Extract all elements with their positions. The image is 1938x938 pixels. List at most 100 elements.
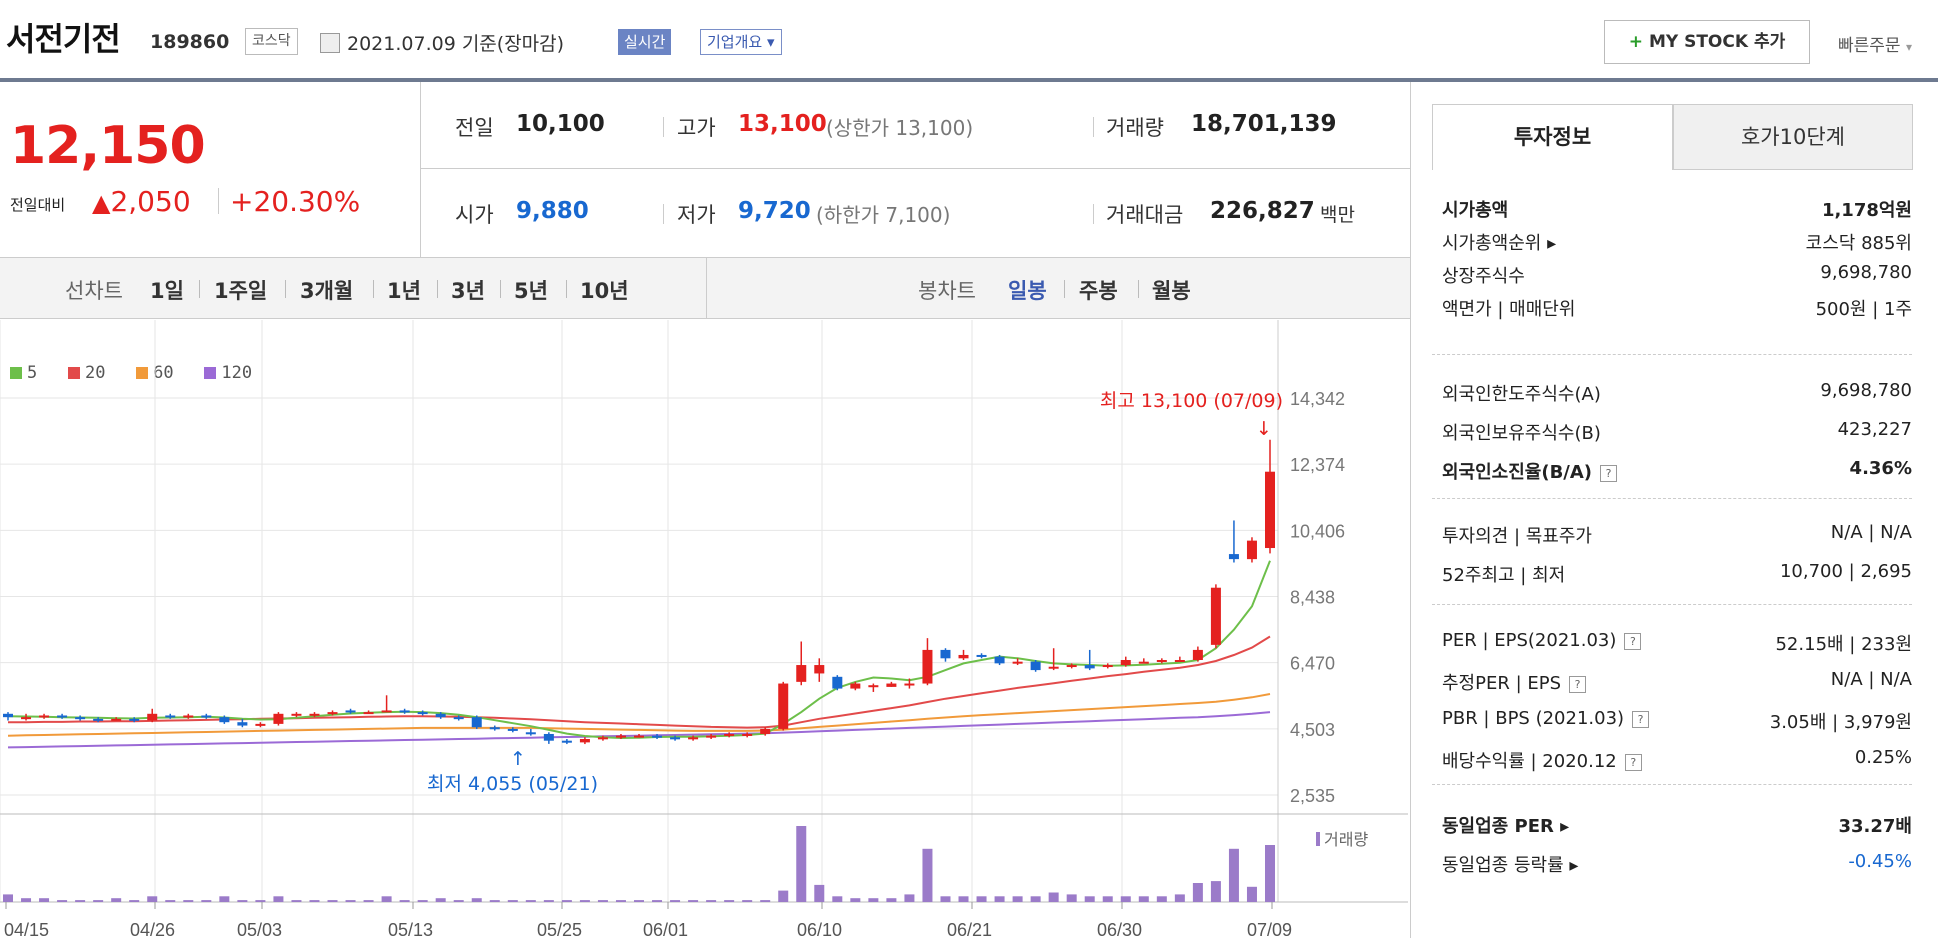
- volume-legend-label: 거래량: [1324, 830, 1368, 849]
- tab-investment-info[interactable]: 투자정보: [1432, 104, 1673, 170]
- candle-body: [994, 656, 1005, 664]
- candle-body: [670, 737, 681, 740]
- volume-bar: [309, 900, 320, 902]
- candle-body: [688, 737, 699, 740]
- realtime-button[interactable]: 실시간: [618, 29, 672, 55]
- candle-body: [1102, 665, 1113, 668]
- volume-bar: [706, 900, 717, 902]
- info-row: 외국인한도주식수(A) 9,698,780: [1442, 380, 1912, 406]
- quick-order-dropdown[interactable]: 빠른주문 ▾: [1838, 31, 1912, 56]
- candle-body: [183, 715, 194, 718]
- tab-1y[interactable]: 1년: [387, 279, 421, 303]
- current-price: 12,150: [10, 116, 206, 176]
- volume-bar: [75, 900, 86, 902]
- tab-3y[interactable]: 3년: [451, 279, 485, 303]
- volume-bar: [1012, 896, 1023, 902]
- volume-bar: [327, 900, 338, 902]
- candle-body: [778, 683, 789, 729]
- candle-body: [742, 733, 753, 736]
- info-label: PBR | BPS (2021.03): [1442, 708, 1625, 729]
- help-icon[interactable]: ?: [1569, 676, 1587, 693]
- info-value: -0.45%: [1848, 851, 1912, 872]
- help-icon[interactable]: ?: [1624, 754, 1642, 771]
- volume-bar: [1156, 896, 1167, 902]
- tab-weekly[interactable]: 주봉: [1079, 279, 1118, 303]
- tab-10y[interactable]: 10년: [580, 279, 629, 303]
- volume-bar: [165, 900, 176, 902]
- candle-body: [291, 713, 302, 716]
- volume-bar: [832, 896, 843, 902]
- y-tick-label: 10,406: [1290, 521, 1345, 541]
- candle-body: [273, 713, 284, 724]
- volume-bar: [1228, 848, 1239, 902]
- divider: [373, 280, 374, 298]
- tab-orderbook[interactable]: 호가10단계: [1673, 104, 1913, 170]
- help-icon[interactable]: ?: [1624, 633, 1642, 650]
- info-value: 4.36%: [1849, 458, 1912, 479]
- tab-daily[interactable]: 일봉: [1008, 279, 1047, 303]
- prev-close-label: 전일: [455, 116, 494, 140]
- candle-body: [561, 740, 572, 743]
- volume-bar: [1174, 894, 1185, 902]
- add-my-stock-label: MY STOCK 추가: [1648, 32, 1786, 52]
- divider: [218, 188, 219, 214]
- volume-bar: [3, 894, 13, 902]
- legend-swatch: [204, 367, 217, 379]
- candle-body: [706, 735, 717, 738]
- info-row: 투자의견 | 목표주가 N/A | N/A: [1442, 522, 1912, 548]
- divider: [1064, 280, 1065, 298]
- volume-bar: [1030, 896, 1041, 902]
- help-icon[interactable]: ?: [1632, 711, 1650, 728]
- info-row: 배당수익률 | 2020.12? 0.25%: [1442, 747, 1912, 773]
- info-label: 시가총액: [1442, 200, 1509, 221]
- change-percent: +20.30%: [230, 185, 361, 218]
- prev-close-value: 10,100: [516, 111, 605, 137]
- tab-1d[interactable]: 1일: [150, 279, 184, 303]
- candle-body: [1246, 540, 1257, 560]
- candle-body: [507, 728, 518, 731]
- volume-bar: [994, 896, 1005, 902]
- divider: [1093, 204, 1094, 224]
- tab-3m[interactable]: 3개월: [300, 279, 354, 303]
- info-label: 상장주식수: [1442, 266, 1525, 287]
- candle-body: [1192, 649, 1203, 660]
- volume-bar: [1246, 886, 1257, 902]
- candle-body: [1048, 666, 1059, 669]
- candle-body: [976, 654, 987, 657]
- help-icon[interactable]: ?: [1600, 465, 1618, 482]
- tab-5y[interactable]: 5년: [514, 279, 548, 303]
- info-row: 동일업종 등락률 ▸ -0.45%: [1442, 851, 1912, 877]
- change-amount: 2,050: [110, 185, 191, 218]
- candle-body: [3, 713, 13, 718]
- candle-body: [579, 739, 590, 743]
- volume-bar: [1265, 845, 1275, 902]
- tab-1w[interactable]: 1주일: [214, 279, 268, 303]
- candle-body: [760, 728, 771, 734]
- x-tick-label: 06/01: [643, 920, 688, 938]
- info-value: 3.05배 | 3,979원: [1769, 712, 1912, 733]
- add-my-stock-button[interactable]: + MY STOCK 추가: [1604, 20, 1810, 64]
- volume-bar: [561, 900, 572, 902]
- x-tick-label: 06/10: [797, 920, 842, 938]
- info-value: N/A | N/A: [1830, 669, 1912, 690]
- x-tick-label: 07/09: [1247, 920, 1292, 938]
- y-tick-label: 12,374: [1290, 455, 1345, 475]
- divider: [663, 204, 664, 224]
- volume-bar: [507, 900, 518, 902]
- x-tick-label: 05/03: [237, 920, 282, 938]
- volume-bar: [363, 900, 374, 902]
- tab-monthly[interactable]: 월봉: [1152, 279, 1191, 303]
- high-annotation: 최고 13,100 (07/09): [1100, 390, 1283, 412]
- company-overview-dropdown[interactable]: 기업개요 ▾: [700, 29, 782, 55]
- volume-bar: [615, 900, 626, 902]
- volume-bar: [201, 900, 212, 902]
- candle-body: [201, 715, 212, 718]
- info-value: N/A | N/A: [1830, 522, 1912, 543]
- y-tick-label: 14,342: [1290, 389, 1345, 409]
- candle-body: [327, 712, 338, 715]
- plus-icon: +: [1628, 32, 1644, 52]
- candle-body: [39, 715, 50, 718]
- candle-body: [57, 715, 68, 718]
- volume-bar: [291, 900, 302, 902]
- volume-bar: [796, 826, 807, 902]
